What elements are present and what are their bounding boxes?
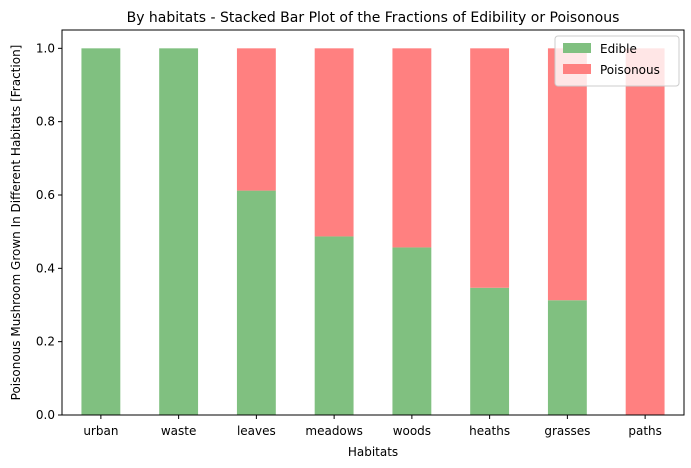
legend: Edible Poisonous	[554, 35, 680, 87]
y-tick-label: 0.0	[36, 408, 55, 422]
bar-edible-leaves	[236, 190, 276, 415]
bar-poisonous-heaths	[470, 48, 510, 288]
bar-edible-heaths	[470, 287, 510, 415]
bar-poisonous-grasses	[547, 48, 587, 301]
x-tick-label-grasses: grasses	[544, 424, 590, 438]
axes-frame	[61, 29, 685, 416]
x-tick-label-woods: woods	[393, 424, 431, 438]
x-tick-label-paths: paths	[628, 424, 662, 438]
x-tick-label-urban: urban	[83, 424, 118, 438]
bar-poisonous-woods	[392, 48, 432, 248]
y-tick-label: 1.0	[36, 41, 55, 55]
bar-poisonous-meadows	[314, 48, 354, 237]
y-axis-ticks: 0.0 0.2 0.4 0.6 0.8 1.0	[36, 41, 62, 422]
x-tick-label-waste: waste	[161, 424, 197, 438]
bar-edible-waste	[159, 48, 199, 415]
legend-label-edible: Edible	[600, 42, 637, 56]
y-tick-label: 0.4	[36, 261, 55, 275]
bar-edible-meadows	[314, 236, 354, 415]
legend-swatch-edible	[563, 43, 591, 53]
x-tick-label-leaves: leaves	[237, 424, 276, 438]
x-axis-ticks: urban waste leaves meadows woods heaths grasse…	[83, 415, 662, 438]
x-tick-label-meadows: meadows	[305, 424, 362, 438]
y-tick-label: 0.8	[36, 115, 55, 129]
bar-edible-woods	[392, 247, 432, 415]
legend-label-poisonous: Poisonous	[600, 63, 660, 77]
bars-group	[81, 48, 665, 415]
x-axis-label: Habitats	[348, 445, 398, 459]
legend-swatch-poisonous	[563, 64, 591, 74]
bar-poisonous-leaves	[236, 48, 276, 191]
chart-title: By habitats - Stacked Bar Plot of the Fr…	[127, 10, 620, 26]
y-tick-label: 0.2	[36, 335, 55, 349]
bar-poisonous-paths	[625, 48, 665, 415]
y-axis-label: Poisonous Mushroom Grown In Different Ha…	[9, 45, 23, 401]
x-tick-label-heaths: heaths	[469, 424, 510, 438]
y-tick-label: 0.6	[36, 188, 55, 202]
bar-edible-grasses	[547, 300, 587, 415]
bar-edible-urban	[81, 48, 121, 415]
